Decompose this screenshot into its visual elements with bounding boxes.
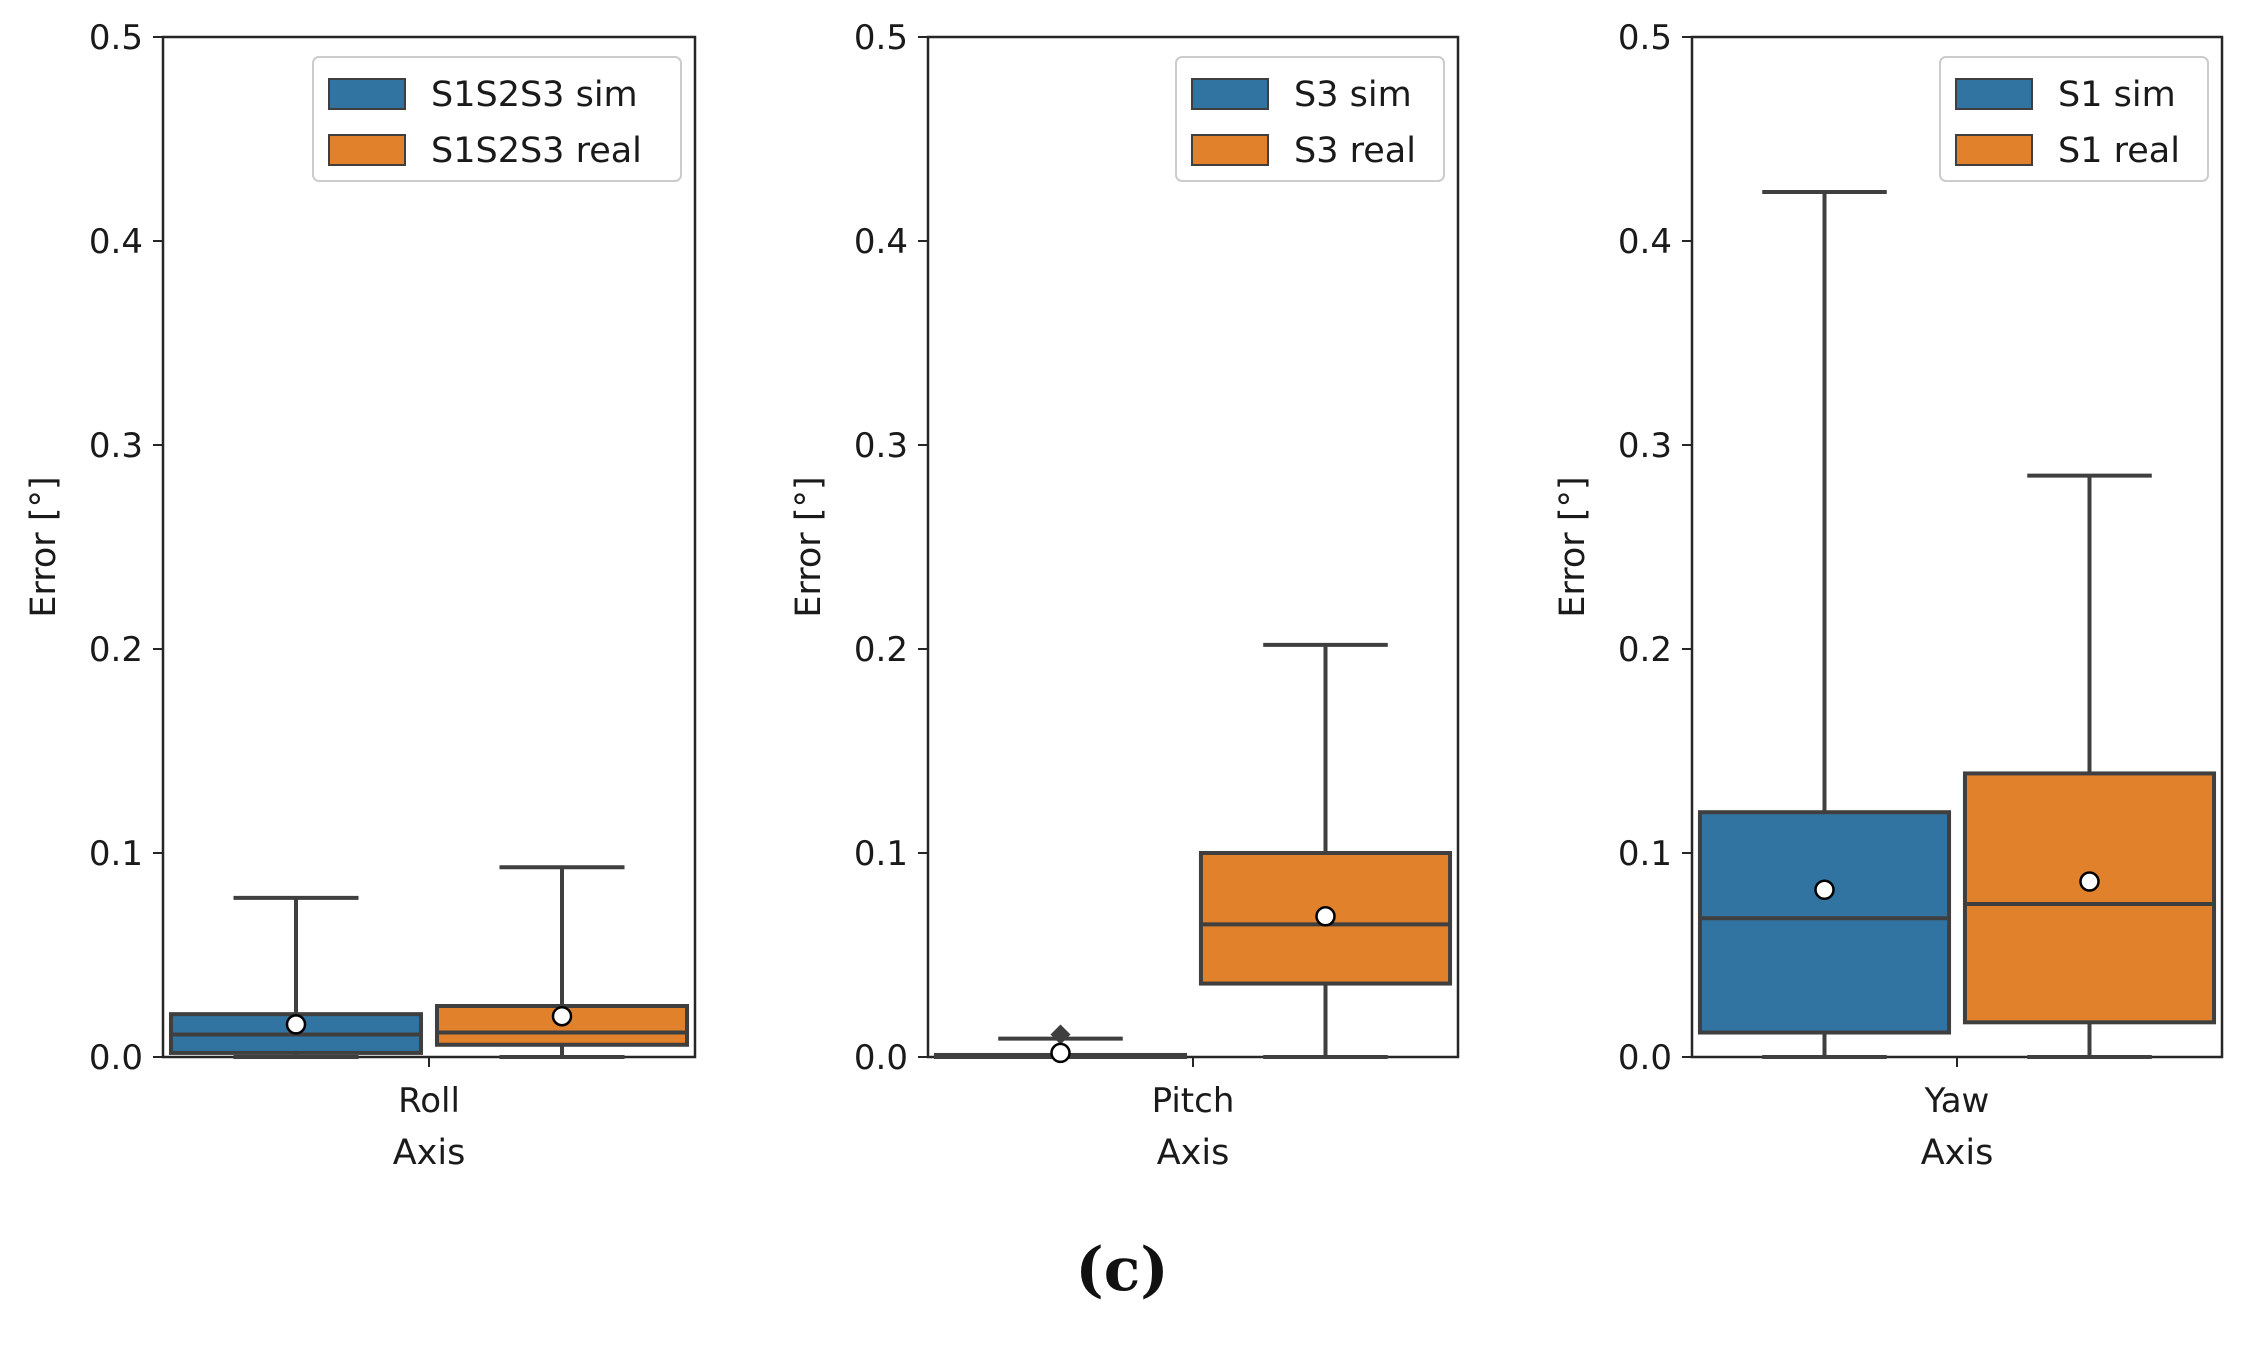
x-tick-label: Pitch [1152, 1081, 1235, 1121]
mean-marker [551, 1005, 573, 1027]
legend-swatch [1955, 78, 2033, 110]
panel-pitch: 0.0 0.1 0.2 0.3 0.4 0.5 Error [°] Pitch Axis S3 s… [789, 18, 1460, 1173]
box-s3-sim [933, 1024, 1188, 1064]
y-tick-label: 0.3 [89, 426, 143, 466]
y-tick-label: 0.4 [854, 222, 908, 262]
iqr-box [1198, 851, 1453, 986]
x-tick-label: Roll [398, 1081, 460, 1121]
x-axis-label: Axis [1157, 1133, 1230, 1173]
y-tick-label: 0.0 [854, 1038, 908, 1078]
y-tick-label: 0.2 [854, 630, 908, 670]
legend: S3 sim S3 real [1175, 56, 1445, 182]
y-tick-label: 0.0 [89, 1038, 143, 1078]
legend-entry-label: S1 sim [2058, 75, 2176, 115]
y-tick-label: 0.4 [89, 222, 143, 262]
legend: S1S2S3 sim S1S2S3 real [312, 56, 682, 182]
legend-entry-label: S1 real [2058, 131, 2180, 171]
legend-entry-label: S3 real [1294, 131, 1416, 171]
x-tick-label: Yaw [1924, 1081, 1990, 1121]
legend-swatch [1191, 78, 1269, 110]
y-axis-label: Error [°] [1553, 476, 1593, 617]
y-tick-label: 0.5 [854, 18, 908, 58]
chart-panels: 0.0 0.1 0.2 0.3 0.4 0.5 Error [°] Roll Axis S1S2S… [24, 18, 2224, 1173]
mean-marker [1315, 905, 1336, 927]
box-s1s2s3-real [434, 865, 690, 1059]
iqr-box [1962, 771, 2217, 1025]
y-tick-label: 0.1 [89, 834, 143, 874]
y-tick-label: 0.2 [1618, 630, 1672, 670]
y-tick-label: 0.0 [1618, 1038, 1672, 1078]
legend: S1 sim S1 real [1939, 56, 2209, 182]
y-tick-label: 0.3 [1618, 426, 1672, 466]
legend-swatch [1191, 134, 1269, 166]
legend-swatch [328, 134, 406, 166]
box-s1-real [1962, 473, 2217, 1059]
mean-marker [1814, 879, 1835, 900]
outlier-marker [1050, 1024, 1071, 1045]
y-tick-label: 0.3 [854, 426, 908, 466]
x-axis-label: Axis [393, 1133, 466, 1173]
y-tick-label: 0.5 [1618, 18, 1672, 58]
box-s1-sim [1697, 190, 1952, 1059]
figure-caption: (c) [1075, 1235, 1168, 1305]
y-tick-label: 0.1 [1618, 834, 1672, 874]
mean-marker [285, 1014, 307, 1035]
legend-entry-label: S1S2S3 sim [431, 75, 638, 115]
mean-marker [1050, 1042, 1071, 1064]
legend-entry-label: S1S2S3 real [431, 131, 642, 171]
legend-swatch [328, 78, 406, 110]
y-axis-label: Error [°] [789, 476, 829, 617]
x-axis-label: Axis [1921, 1133, 1994, 1173]
box-s3-real [1198, 642, 1453, 1059]
box-s1s2s3-sim [168, 895, 424, 1059]
iqr-box [1697, 810, 1952, 1035]
panel-roll: 0.0 0.1 0.2 0.3 0.4 0.5 Error [°] Roll Axis S1S2S… [24, 18, 697, 1173]
y-tick-label: 0.1 [854, 834, 908, 874]
panel-yaw: 0.0 0.1 0.2 0.3 0.4 0.5 Error [°] Yaw Axis S1 sim… [1553, 18, 2224, 1173]
y-tick-label: 0.4 [1618, 222, 1672, 262]
y-tick-label: 0.2 [89, 630, 143, 670]
legend-entry-label: S3 sim [1294, 75, 1412, 115]
legend-swatch [1955, 134, 2033, 166]
y-tick-label: 0.5 [89, 18, 143, 58]
y-axis-label: Error [°] [24, 476, 64, 617]
mean-marker [2079, 871, 2100, 892]
